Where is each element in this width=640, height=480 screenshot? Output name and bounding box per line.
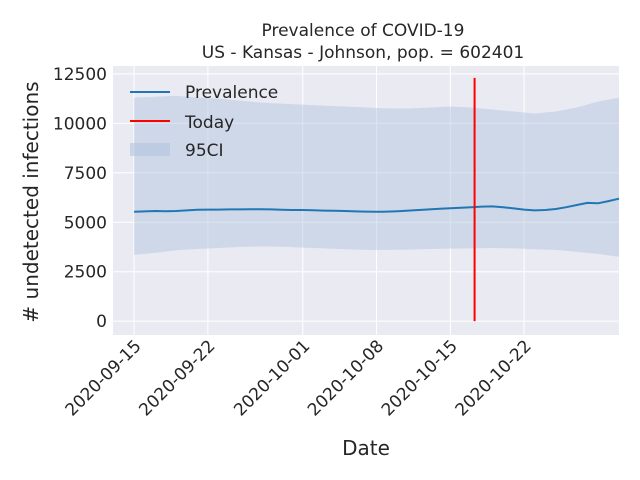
y-tick-label: 12500 xyxy=(53,65,107,85)
series-layer xyxy=(134,197,620,213)
y-tick-label: 5000 xyxy=(64,213,107,233)
y-tick-labels: 0 2500 5000 7500 10000 12500 xyxy=(53,65,107,332)
prevalence-line xyxy=(134,197,620,213)
chart-subtitle: US - Kansas - Johnson, pop. = 602401 xyxy=(202,43,524,63)
confidence-band-layer xyxy=(134,95,619,257)
y-tick-label: 0 xyxy=(96,312,107,332)
y-tick-label: 7500 xyxy=(64,164,107,184)
y-tick-label: 10000 xyxy=(53,114,107,134)
grid xyxy=(113,66,619,335)
legend-95ci-swatch xyxy=(130,143,170,156)
y-tick-label: 2500 xyxy=(64,263,107,283)
legend-95ci-label: 95CI xyxy=(185,141,224,161)
ci-band xyxy=(134,95,619,257)
x-axis-label: Date xyxy=(342,436,390,460)
legend-prevalence-label: Prevalence xyxy=(185,83,278,103)
y-axis-label: # undetected infections xyxy=(19,81,43,322)
plot-area xyxy=(113,66,619,335)
chart-title: Prevalence of COVID-19 xyxy=(262,21,465,41)
legend-today-label: Today xyxy=(184,113,234,133)
legend: Prevalence Today 95CI xyxy=(130,83,278,161)
